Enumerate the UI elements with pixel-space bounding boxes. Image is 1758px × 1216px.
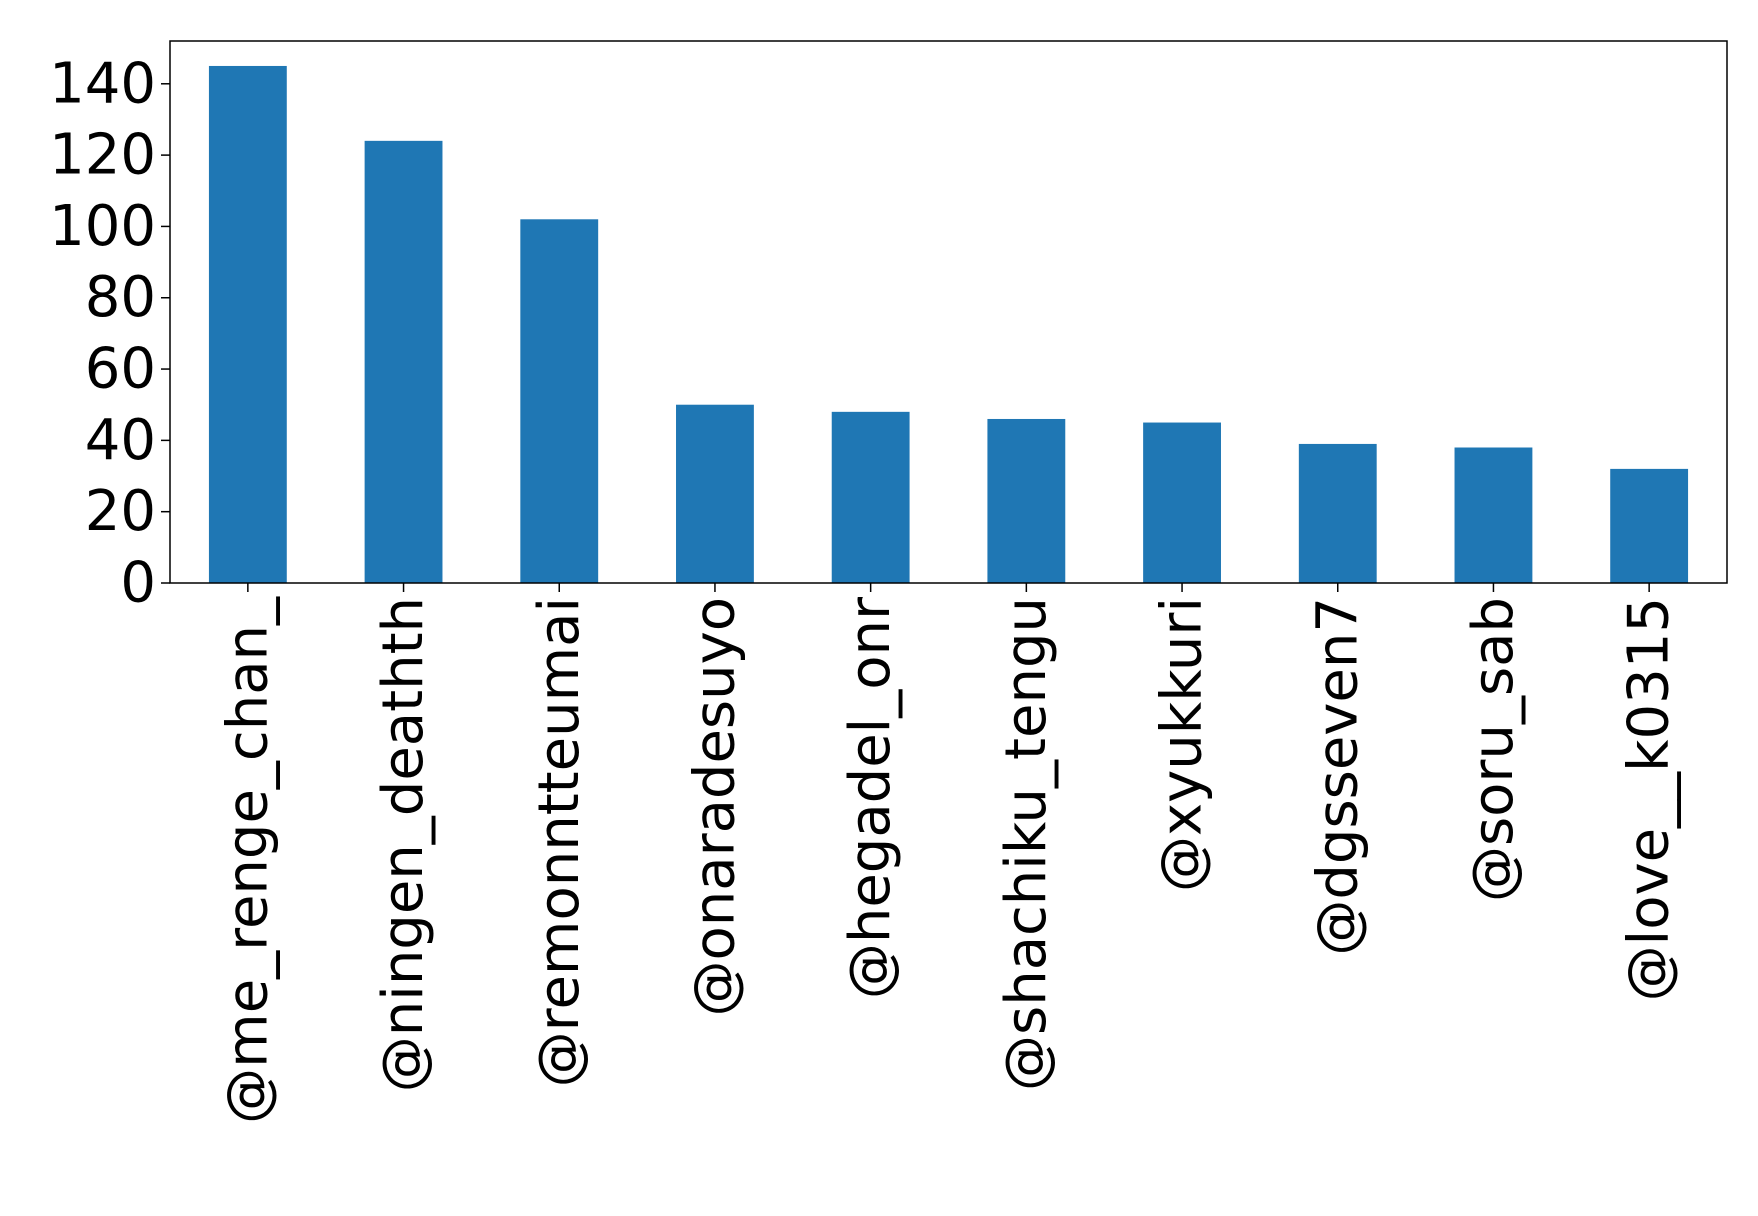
x-tick-label: @shachiku_tengu (994, 597, 1059, 1091)
x-tick-label: @me_renge_chan_ (215, 596, 280, 1124)
plot-area-frame (169, 40, 1728, 584)
bar-5 (831, 411, 910, 583)
y-tick-label: 60 (85, 337, 156, 402)
bar-2 (364, 140, 443, 583)
y-tick-label: 80 (85, 265, 156, 330)
x-tick-label: @remonntteumai (527, 597, 592, 1087)
x-tick-label: @love__k0315 (1617, 597, 1682, 1001)
bar-3 (520, 219, 599, 584)
bar-1 (208, 65, 287, 583)
x-tick-label: @ningen_deathth (371, 597, 436, 1092)
bar-9 (1454, 447, 1533, 583)
y-tick-label: 20 (85, 479, 156, 544)
x-tick-label: @soru_sab (1461, 597, 1526, 902)
x-tick-label: @dgsseven7 (1305, 597, 1370, 956)
x-axis: @me_renge_chan_ @ningen_deathth @remonntte… (215, 583, 1682, 1124)
y-tick-label: 100 (49, 194, 156, 259)
x-tick-label: @hegadel_onr (838, 596, 903, 999)
bar-4 (676, 404, 754, 583)
x-tick-label: @onaradesuyo (682, 597, 747, 1016)
bar-8 (1298, 443, 1377, 583)
x-tick-label: @xyukkuri (1150, 597, 1215, 892)
bar-7 (1143, 422, 1221, 583)
y-tick-label: 0 (120, 551, 156, 616)
y-tick-label: 40 (85, 408, 156, 473)
y-tick-label: 140 (49, 51, 156, 116)
y-tick-label: 120 (49, 123, 156, 188)
bar-10 (1610, 468, 1689, 583)
bars (208, 65, 1689, 584)
bar-6 (987, 418, 1066, 583)
